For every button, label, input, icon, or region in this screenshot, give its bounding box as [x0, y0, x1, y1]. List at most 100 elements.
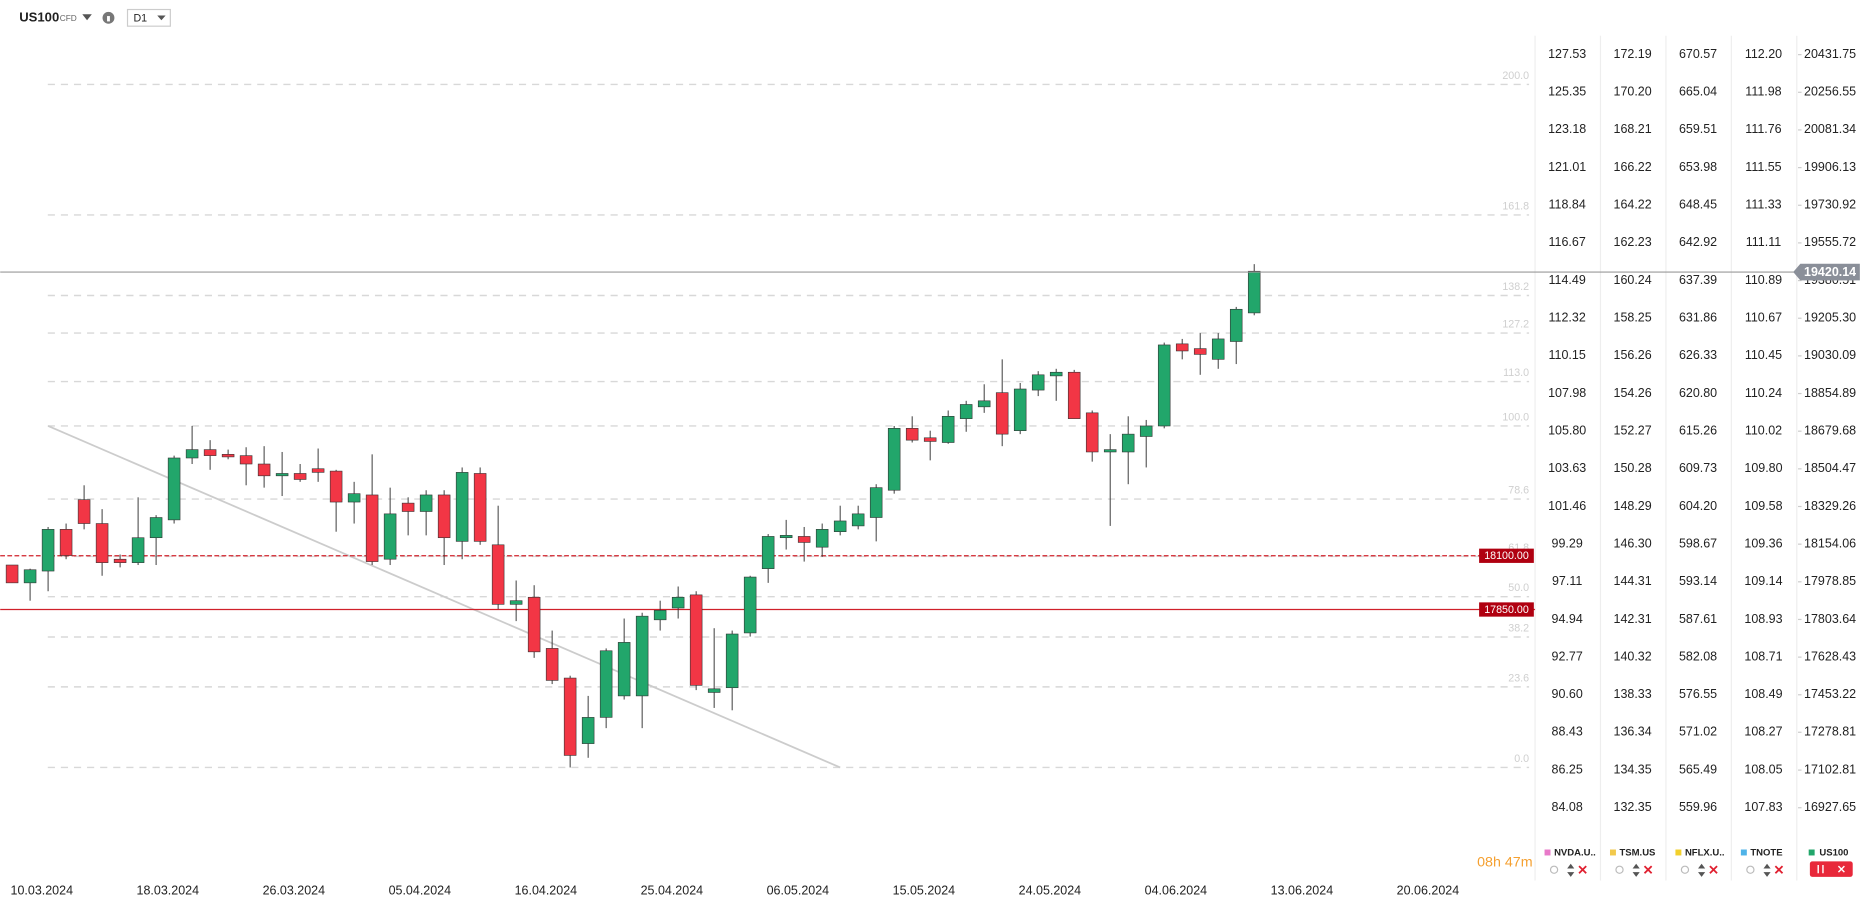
- candle-body: [1157, 344, 1171, 427]
- compare-tick-label: 609.73: [1679, 461, 1717, 475]
- candle-body: [1139, 425, 1153, 437]
- candle-body: [725, 633, 739, 689]
- order-icon[interactable]: [1698, 863, 1706, 877]
- last-price-tag: [1793, 263, 1860, 281]
- candle-body: [149, 517, 163, 539]
- compare-tick-label: 653.98: [1679, 160, 1717, 174]
- symbol-tag: CFD: [60, 13, 77, 23]
- compare-tick-label: 665.04: [1679, 85, 1717, 99]
- timeframe-select[interactable]: [126, 8, 171, 27]
- candle-body: [959, 404, 973, 419]
- candle-body: [869, 487, 883, 518]
- legend-swatch: [1544, 849, 1551, 856]
- compare-tick-label: 108.49: [1744, 687, 1782, 701]
- candle-body: [923, 437, 937, 442]
- compare-tick-label: 160.24: [1614, 273, 1652, 287]
- order-icon[interactable]: [1567, 863, 1575, 877]
- candle-body: [167, 457, 181, 521]
- compare-tick-label: 109.58: [1744, 499, 1782, 513]
- candle-body: [365, 494, 379, 562]
- compare-tick-label: 110.89: [1745, 273, 1782, 287]
- x-tick-label: 13.06.2024: [1271, 883, 1334, 897]
- candle-body: [977, 400, 991, 408]
- symbol-dropdown[interactable]: [82, 14, 92, 21]
- x-tick-label: 26.03.2024: [263, 883, 326, 897]
- y-tick-label: 19030.09: [1804, 348, 1856, 362]
- candle-body: [995, 392, 1009, 435]
- candle-body: [95, 523, 109, 563]
- fib-label: 100.0: [1502, 411, 1529, 423]
- compare-tick-label: 118.84: [1549, 198, 1586, 212]
- compare-tick-label: 164.22: [1614, 198, 1652, 212]
- candle-body: [851, 513, 865, 527]
- compare-tick-label: 170.20: [1614, 85, 1652, 99]
- x-tick-label: 16.04.2024: [515, 883, 578, 897]
- candle-body: [23, 569, 37, 584]
- compare-tick-label: 123.18: [1548, 122, 1586, 136]
- compare-tick-label: 88.43: [1552, 725, 1583, 739]
- candle-body: [779, 535, 793, 539]
- compare-tick-label: 90.60: [1552, 687, 1583, 701]
- x-tick-label: 20.06.2024: [1397, 883, 1460, 897]
- compare-tick-label: 648.45: [1679, 198, 1717, 212]
- remove-icon[interactable]: [1709, 865, 1718, 874]
- candle-body: [347, 493, 361, 503]
- remove-icon[interactable]: [1643, 865, 1653, 874]
- remove-icon[interactable]: [1578, 865, 1587, 874]
- compare-tick-label: 142.31: [1614, 612, 1652, 626]
- visibility-icon[interactable]: [1680, 865, 1690, 874]
- remove-icon[interactable]: [1774, 865, 1784, 874]
- candle-body: [1193, 348, 1207, 355]
- compare-tick-label: 94.94: [1552, 612, 1583, 626]
- candle-body: [1121, 433, 1135, 453]
- compare-tick-label: 110.15: [1549, 348, 1586, 362]
- candle-body: [293, 473, 307, 480]
- compare-tick-label: 84.08: [1552, 800, 1583, 814]
- candle-body: [1229, 308, 1243, 342]
- candle-body: [833, 520, 847, 533]
- compare-tick-label: 108.71: [1744, 649, 1782, 663]
- compare-tick-label: 110.02: [1745, 423, 1782, 437]
- legend-swatch: [1609, 849, 1616, 856]
- compare-tick-label: 138.33: [1614, 687, 1652, 701]
- compare-tick-label: 587.61: [1679, 612, 1717, 626]
- y-tick-label: 17628.43: [1804, 649, 1856, 663]
- timeframe-dropdown: [157, 15, 166, 21]
- x-tick-label: 06.05.2024: [767, 883, 830, 897]
- candle-body: [437, 494, 451, 539]
- compare-tick-label: 637.39: [1679, 273, 1717, 287]
- symbol[interactable]: US100: [19, 9, 59, 24]
- candle-body: [797, 536, 811, 543]
- compare-tick-label: 108.27: [1744, 725, 1782, 739]
- candle-body: [275, 473, 289, 477]
- compare-tick-label: 576.55: [1679, 687, 1717, 701]
- compare-tick-label: 101.46: [1548, 499, 1586, 513]
- compare-tick-label: 670.57: [1679, 47, 1717, 61]
- x-tick-label: 04.06.2024: [1145, 883, 1208, 897]
- compare-tick-label: 92.77: [1552, 649, 1583, 663]
- compare-tick-label: 134.35: [1614, 762, 1652, 776]
- compare-tick-label: 593.14: [1679, 574, 1717, 588]
- main-scale-button[interactable]: [1809, 861, 1853, 877]
- compare-tick-label: 105.80: [1548, 423, 1586, 437]
- legend-swatch: [1808, 849, 1815, 856]
- price-line-tag: [1479, 602, 1534, 617]
- visibility-icon[interactable]: [1615, 865, 1624, 874]
- order-icon[interactable]: [1632, 863, 1640, 877]
- y-tick-label: 20081.34: [1804, 122, 1856, 136]
- candle-body: [1013, 388, 1027, 431]
- y-tick-label: 20431.75: [1804, 47, 1856, 61]
- candle-body: [41, 529, 55, 572]
- order-icon[interactable]: [1763, 863, 1771, 877]
- visibility-icon[interactable]: [1746, 865, 1755, 874]
- candle-body: [311, 468, 325, 473]
- price-line-label: 17850.00: [1484, 604, 1529, 616]
- candle-body: [131, 537, 145, 563]
- candle-body: [563, 677, 577, 756]
- x-tick-label: 18.03.2024: [137, 883, 200, 897]
- y-tick-label: 18504.47: [1804, 461, 1856, 475]
- fib-label: 23.6: [1508, 672, 1529, 684]
- compare-tick-label: 125.35: [1548, 85, 1586, 99]
- visibility-icon[interactable]: [1549, 865, 1559, 874]
- candle-body: [491, 544, 505, 605]
